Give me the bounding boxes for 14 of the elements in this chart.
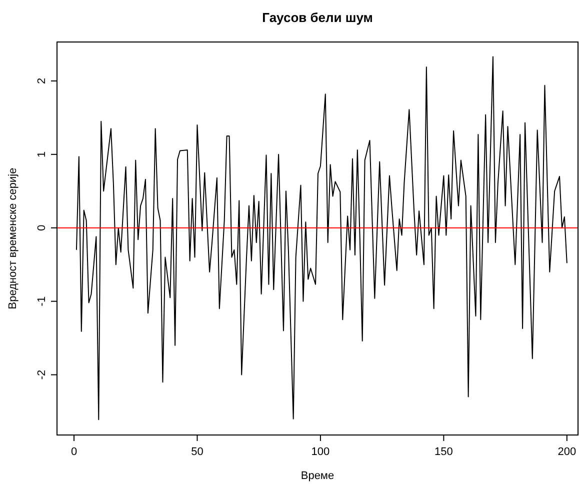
x-tick-label: 0 [70, 446, 78, 458]
x-tick-label: 150 [434, 446, 453, 458]
y-tick-label: 2 [36, 78, 48, 84]
y-tick-label: -1 [36, 296, 48, 306]
line-series [76, 56, 568, 420]
y-tick-label: 0 [36, 224, 48, 231]
y-tick-label: -2 [36, 370, 48, 380]
y-tick-label: 1 [36, 151, 48, 158]
x-axis-title: Време [300, 470, 334, 482]
x-tick-label: 100 [311, 446, 330, 458]
x-tick-label: 50 [191, 446, 204, 458]
x-tick-label: 200 [558, 446, 576, 458]
y-axis-title: Вредност временске серије [7, 168, 19, 310]
chart-title: Гаусов бели шум [262, 10, 373, 25]
